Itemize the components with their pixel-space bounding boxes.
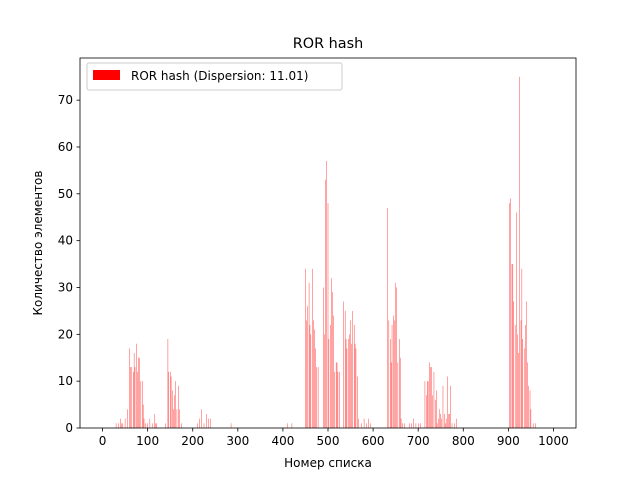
y-tick-label: 60	[58, 140, 73, 154]
y-tick-label: 10	[58, 374, 73, 388]
x-tick-label: 1000	[538, 434, 569, 448]
x-tick-label: 600	[362, 434, 385, 448]
y-tick-label: 20	[58, 327, 73, 341]
x-tick-label: 800	[452, 434, 475, 448]
bars-group	[115, 76, 536, 429]
legend-entry: ROR hash (Dispersion: 11.01)	[131, 69, 308, 83]
x-axis-ticks: 0 100 200 300 400 500 600 700 800 900 1000	[99, 428, 569, 448]
legend: ROR hash (Dispersion: 11.01)	[86, 62, 343, 91]
x-tick-label: 200	[181, 434, 204, 448]
y-tick-label: 30	[58, 280, 73, 294]
x-tick-label: 700	[407, 434, 430, 448]
x-tick-label: 500	[317, 434, 340, 448]
legend-box	[86, 62, 343, 91]
x-tick-label: 300	[226, 434, 249, 448]
x-axis-label: Номер списка	[284, 456, 372, 470]
x-tick-label: 100	[136, 434, 159, 448]
y-tick-label: 70	[58, 93, 73, 107]
y-axis-ticks: 0 10 20 30 40 50 60 70	[58, 93, 80, 435]
x-tick-label: 900	[497, 434, 520, 448]
y-tick-label: 40	[58, 234, 73, 248]
y-axis-label: Количество элементов	[31, 171, 45, 316]
x-tick-label: 0	[99, 434, 107, 448]
x-tick-label: 400	[271, 434, 294, 448]
plot-frame	[79, 57, 577, 429]
y-tick-label: 50	[58, 187, 73, 201]
y-tick-label: 0	[65, 421, 73, 435]
chart-title: ROR hash	[293, 36, 363, 52]
legend-swatch	[93, 70, 120, 80]
